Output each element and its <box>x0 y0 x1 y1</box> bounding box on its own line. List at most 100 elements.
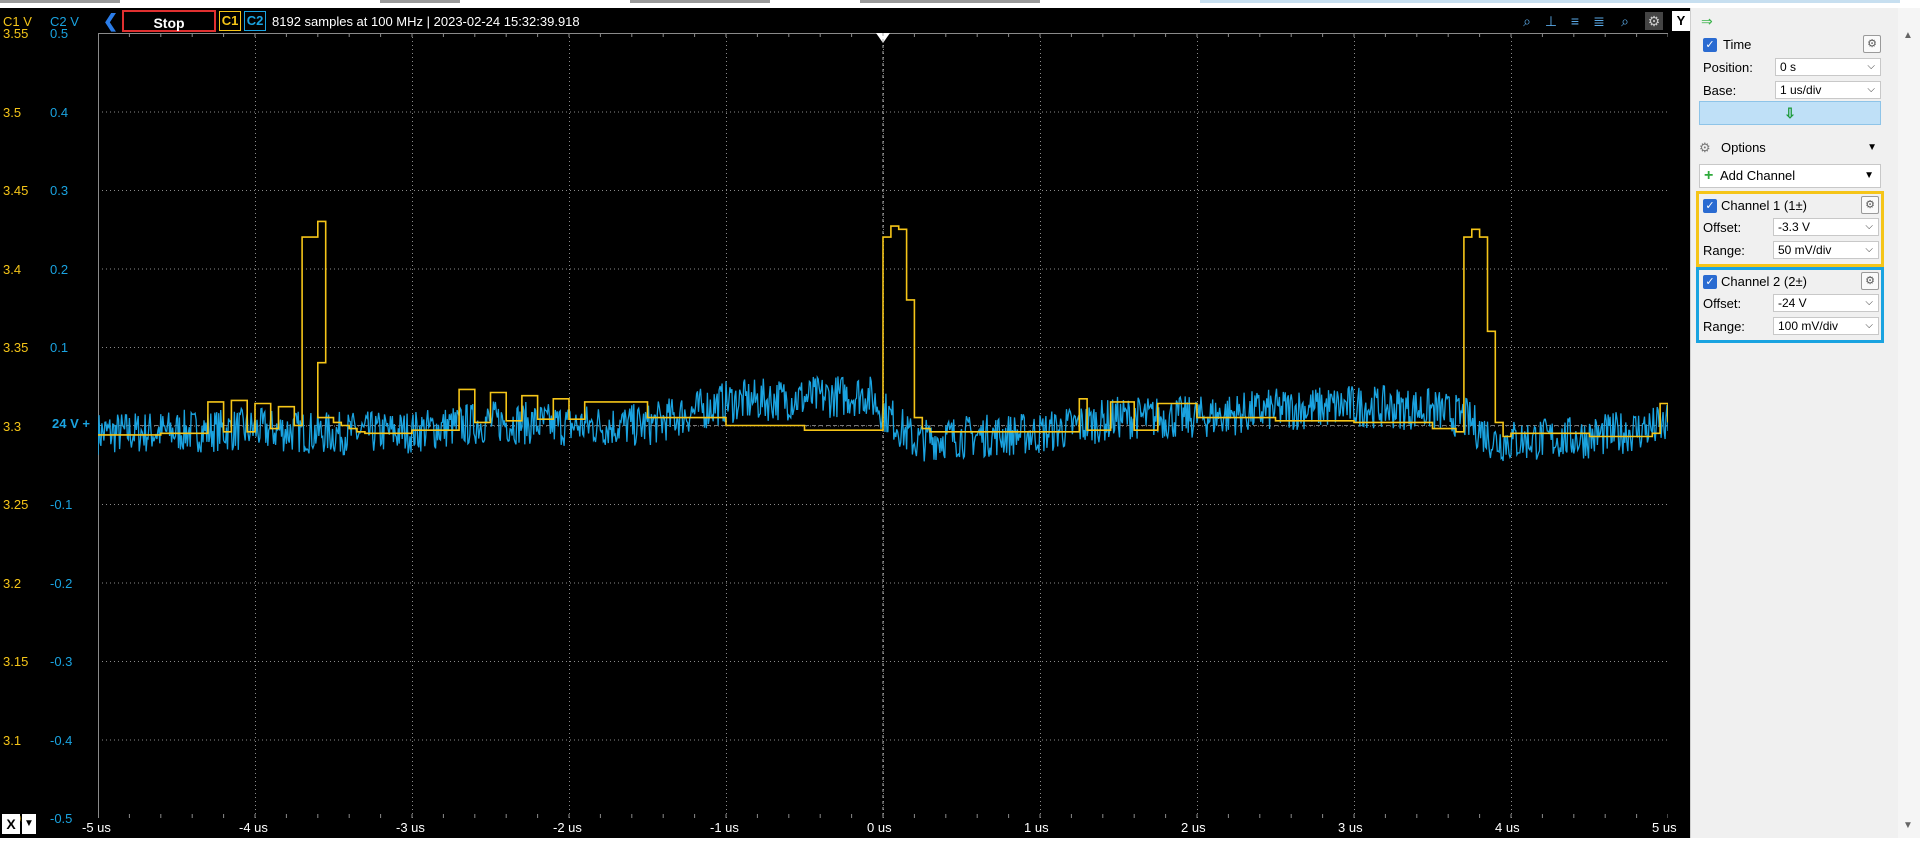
scroll-down-icon[interactable]: ▼ <box>1903 820 1913 831</box>
x-tick-label: -1 us <box>710 820 739 835</box>
x-tick-label: 2 us <box>1181 820 1206 835</box>
channel-1-gear-icon[interactable]: ⚙ <box>1861 196 1879 214</box>
c1-tick-label: 3.25 <box>3 497 29 512</box>
channel-2-title: Channel 2 (2±) <box>1721 274 1807 289</box>
c2-toggle-button[interactable]: C2 <box>244 11 266 31</box>
channel-1-offset-label: Offset: <box>1703 220 1742 235</box>
c1-tick-label: 3.1 <box>3 732 22 748</box>
stop-button[interactable]: Stop <box>122 10 216 32</box>
add-channel-label: Add Channel <box>1720 168 1796 183</box>
x-axis-button[interactable]: X <box>2 814 20 834</box>
settings-panel: ⇒ ✓ Time ⚙ Position: 0 s ⌵ Base: 1 us/di… <box>1690 8 1920 838</box>
c2-tick-label: 0.1 <box>50 340 69 355</box>
plus-icon: + <box>1704 167 1714 184</box>
c1-tick-label: 3.15 <box>3 654 29 669</box>
c2-tick-label: -0.1 <box>50 497 73 512</box>
channel-2-checkbox[interactable]: ✓ <box>1703 275 1717 289</box>
x-tick-label: -3 us <box>396 820 425 835</box>
channel-2-offset-label: Offset: <box>1703 296 1742 311</box>
scope-toolbar: C1 V C2 V ❮ Stop C1 C2 8192 samples at 1… <box>0 8 1690 34</box>
menu-remnant <box>1200 0 1900 3</box>
collapse-arrow-icon[interactable]: ⇒ <box>1701 13 1713 29</box>
c2-tick-label: -0.2 <box>50 575 73 591</box>
time-title: Time <box>1723 37 1752 52</box>
add-channel-button[interactable]: + Add Channel ▼ <box>1699 164 1881 188</box>
channel-1-range-label: Range: <box>1703 243 1745 258</box>
c2-tick-label: 0.4 <box>50 104 69 120</box>
channel-1-panel: ✓ Channel 1 (1±) ⚙ Offset: -3.3 V ⌵ Rang… <box>1696 191 1884 267</box>
settings-gear-icon[interactable]: ⚙ <box>1645 12 1663 30</box>
options-chevron-icon: ▼ <box>1867 142 1877 153</box>
chevron-down-icon: ⌵ <box>1865 297 1873 308</box>
x-tick-label: 0 us <box>867 820 892 835</box>
x-tick-label: 4 us <box>1495 820 1520 835</box>
back-arrow-icon[interactable]: ❮ <box>103 11 119 31</box>
channel-2-offset-value: -24 V <box>1778 296 1807 310</box>
y-axis-button[interactable]: Y <box>1672 11 1690 31</box>
channel-2-offset-select[interactable]: -24 V ⌵ <box>1773 294 1879 312</box>
options-row[interactable]: ⚙ Options ▼ <box>1699 137 1881 159</box>
c1-tick-label: 3.4 <box>3 261 22 277</box>
time-position-select[interactable]: 0 s ⌵ <box>1775 58 1881 76</box>
c1-tick-label: 3.2 <box>3 575 22 591</box>
chevron-down-icon: ⌵ <box>1867 84 1875 95</box>
menu-remnant <box>0 0 120 3</box>
c1-tick-label: 3.3 <box>3 418 22 434</box>
time-settings-gear-icon[interactable]: ⚙ <box>1863 35 1881 53</box>
x-tick-label: 5 us <box>1652 820 1677 835</box>
x-tick-label: -5 us <box>82 820 111 835</box>
x-tick-label: 3 us <box>1338 820 1363 835</box>
c2-tick-label: 0.2 <box>50 261 69 277</box>
c1-axis-unit: C1 V <box>3 14 32 29</box>
menu-remnant <box>630 0 770 3</box>
channel-1-range-select[interactable]: 50 mV/div ⌵ <box>1773 241 1879 259</box>
c1-waveform <box>98 220 1668 438</box>
channel-1-checkbox[interactable]: ✓ <box>1703 199 1717 213</box>
chevron-down-icon: ⌵ <box>1867 61 1875 72</box>
channel-1-title: Channel 1 (1±) <box>1721 198 1807 213</box>
acquisition-info: 8192 samples at 100 MHz | 2023-02-24 15:… <box>272 14 580 29</box>
chevron-down-icon: ▼ <box>1864 170 1874 181</box>
chevron-down-icon: ⌵ <box>1865 221 1873 232</box>
c1-toggle-button[interactable]: C1 <box>219 11 241 31</box>
menu-remnant <box>860 0 1040 3</box>
time-position-value: 0 s <box>1780 60 1797 74</box>
channel-2-panel: ✓ Channel 2 (2±) ⚙ Offset: -24 V ⌵ Range… <box>1696 267 1884 343</box>
c2-tick-label: -0.4 <box>50 732 73 748</box>
chevron-down-icon: ⌵ <box>1865 244 1873 255</box>
menu-remnant <box>380 0 460 3</box>
c1-tick-label: 3.55 <box>3 26 29 41</box>
time-base-label: Base: <box>1703 83 1737 98</box>
channel-1-offset-select[interactable]: -3.3 V ⌵ <box>1773 218 1879 236</box>
time-base-select[interactable]: 1 us/div ⌵ <box>1775 81 1881 99</box>
c1-tick-label: 3.35 <box>3 340 29 355</box>
zoom-icon[interactable]: ⌕ <box>1523 13 1531 29</box>
c2-reference-marker[interactable]: 24 V + <box>52 416 90 431</box>
channel-2-range-select[interactable]: 100 mV/div ⌵ <box>1773 317 1879 335</box>
c2-tick-label: -0.3 <box>50 654 73 669</box>
c2-tick-label: -0.5 <box>50 811 73 826</box>
x-tick-label: -4 us <box>239 820 268 835</box>
time-checkbox[interactable]: ✓ <box>1703 38 1717 52</box>
channel-1-offset-value: -3.3 V <box>1778 220 1811 234</box>
panel-scrollbar[interactable]: ▲ ▼ <box>1898 8 1920 838</box>
options-label: Options <box>1721 140 1766 155</box>
x-axis-dropdown-icon[interactable]: ▼ <box>22 814 36 834</box>
measure-icon[interactable]: ≣ <box>1593 13 1605 29</box>
c2-tick-label: 0.5 <box>50 26 69 41</box>
options-gear-icon: ⚙ <box>1699 140 1711 155</box>
cursor-marker-icon[interactable]: ⊥ <box>1544 13 1558 29</box>
c2-axis-unit: C2 V <box>50 14 79 29</box>
scroll-up-icon[interactable]: ▲ <box>1903 30 1913 41</box>
channel-2-gear-icon[interactable]: ⚙ <box>1861 272 1879 290</box>
x-tick-label: -2 us <box>553 820 582 835</box>
channel-1-range-value: 50 mV/div <box>1778 243 1832 257</box>
apply-down-button[interactable]: ⇩ <box>1699 101 1881 125</box>
magnifier-icon[interactable]: ⌕ <box>1621 13 1629 29</box>
cursor-list-icon[interactable]: ≡ <box>1570 13 1580 29</box>
c2-tick-label: 0.3 <box>50 183 69 198</box>
c1-tick-label: 3.45 <box>3 183 29 198</box>
channel-2-range-value: 100 mV/div <box>1778 319 1839 333</box>
oscilloscope-view: C1 V C2 V ❮ Stop C1 C2 8192 samples at 1… <box>0 8 1690 838</box>
waveform-plot[interactable] <box>98 33 1668 818</box>
